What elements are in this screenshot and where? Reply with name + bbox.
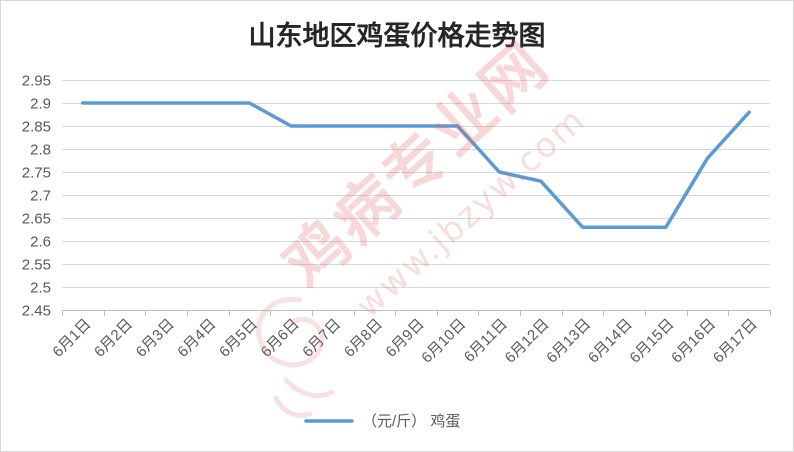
y-tick-label: 2.85 [22,119,51,136]
y-tick-label: 2.5 [30,280,51,297]
y-tick-label: 2.7 [30,188,51,205]
legend: （元/斤） 鸡蛋 [304,413,460,430]
legend-label: （元/斤） 鸡蛋 [362,413,460,430]
y-axis: 2.45 2.5 2.55 2.6 2.65 2.7 2.75 2.8 2.85 2.9 2.95 [22,73,51,320]
series-layer [81,101,751,229]
y-tick-label: 2.75 [22,165,51,182]
y-tick-label: 2.55 [22,257,51,274]
y-tick-label: 2.6 [30,234,51,251]
y-tick-label: 2.8 [30,142,51,159]
y-tick-label: 2.65 [22,211,51,228]
y-tick-label: 2.9 [30,96,51,113]
series-line-eggs [81,101,751,229]
y-tick-label: 2.45 [22,303,51,320]
chart-title: 山东地区鸡蛋价格走势图 [249,20,546,51]
y-tick-label: 2.95 [22,73,51,90]
